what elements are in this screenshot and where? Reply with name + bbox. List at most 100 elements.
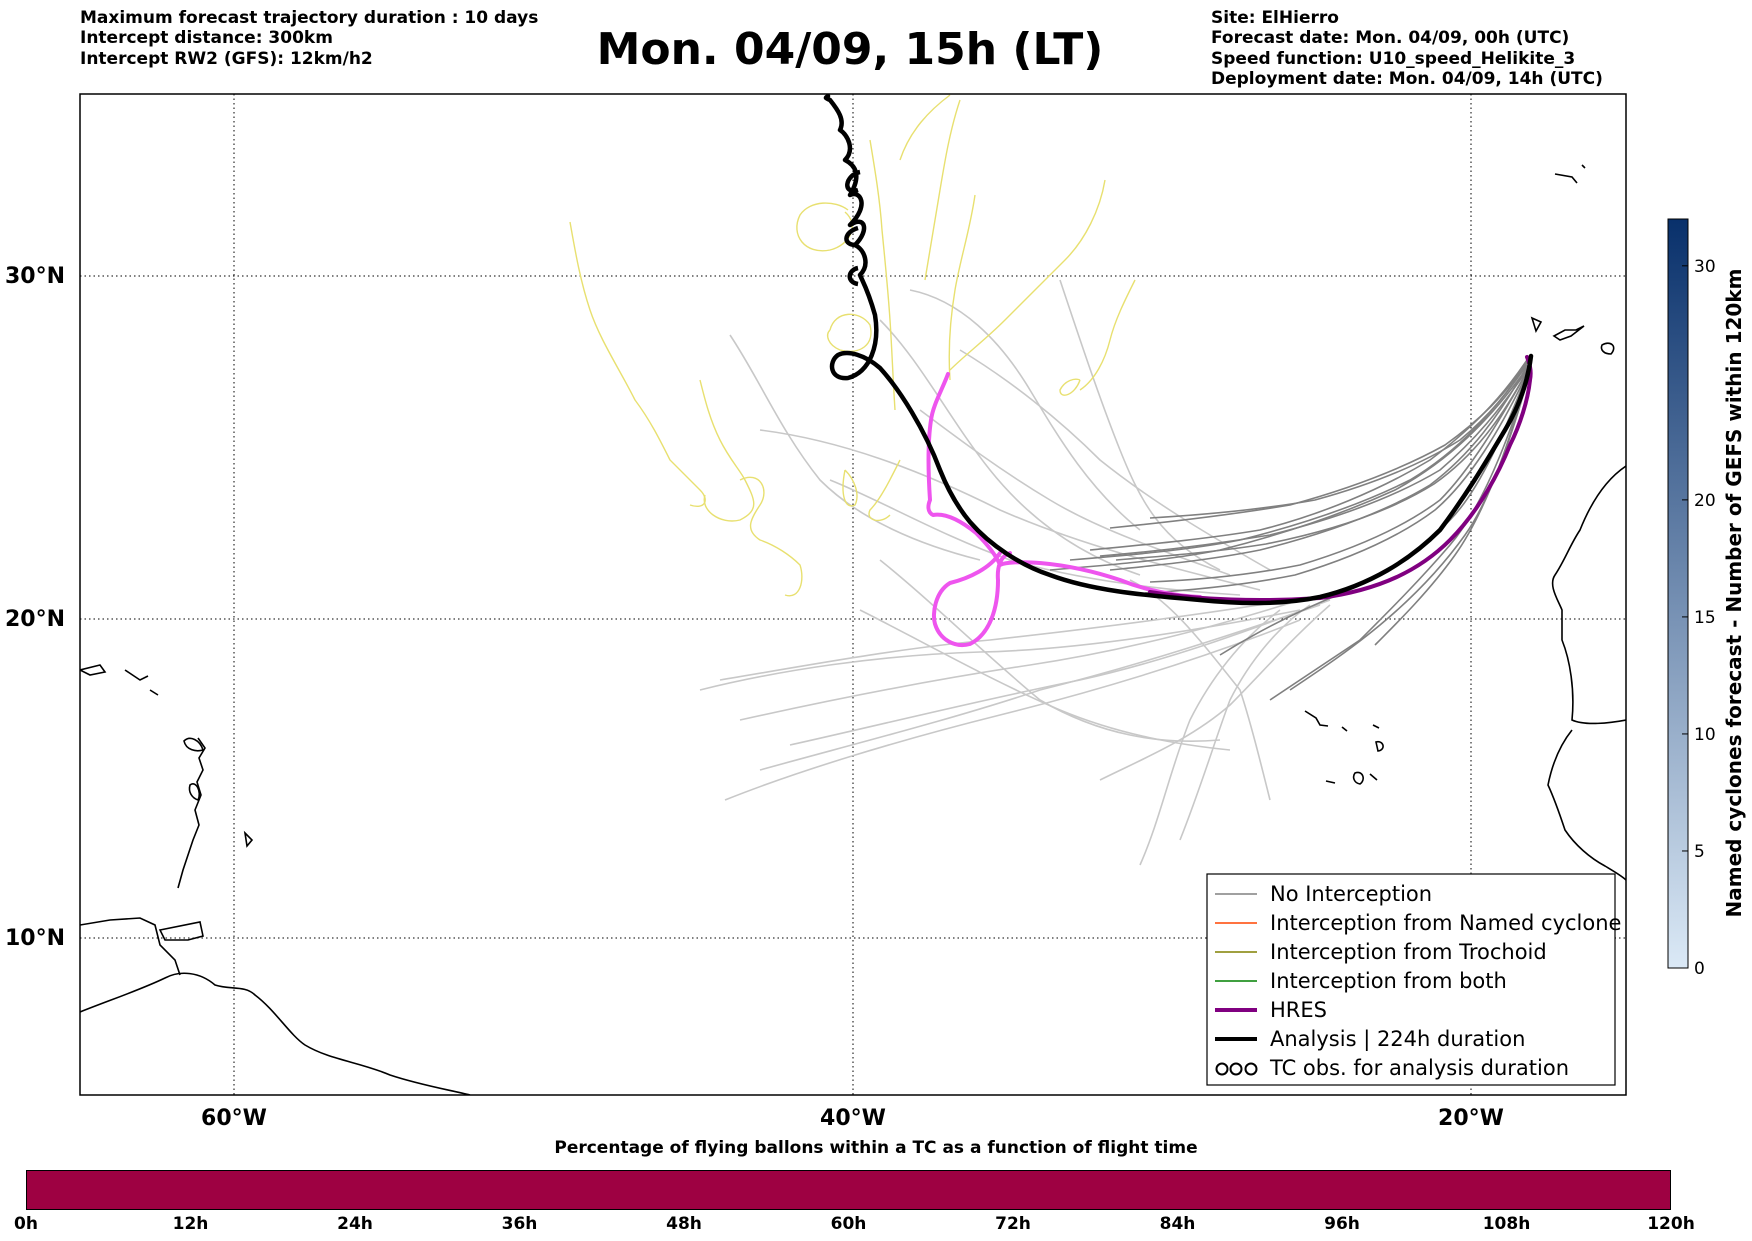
tc-obs-track	[796, 202, 853, 252]
colorbar-tick-label: 10	[1694, 725, 1716, 745]
cyclone-colorbar: 0 5 10 15 20 30 Named cyclones forecast - Num…	[1667, 218, 1746, 979]
bottom-bar-tick-label: 72h	[995, 1214, 1031, 1234]
canary-islands	[1530, 316, 1615, 355]
tc-obs-track	[739, 476, 803, 597]
tc-obs-track	[1059, 378, 1081, 396]
legend-item: Interception from Named cyclone	[1215, 911, 1621, 935]
analysis-loops	[844, 169, 861, 287]
tc-obs-track	[924, 99, 961, 281]
ensemble-track-far	[879, 319, 1141, 576]
legend-label: Interception from both	[1270, 969, 1507, 993]
tc-obs-loops-icon	[1215, 1062, 1258, 1076]
legend-item: Interception from both	[1215, 969, 1507, 993]
bottom-bar-tick-label: 60h	[830, 1214, 867, 1234]
deployment-date-text: Deployment date: Mon. 04/09, 14h (UTC)	[1211, 68, 1603, 89]
tc-obs-track	[869, 139, 896, 411]
legend-label: HRES	[1270, 998, 1327, 1022]
lat-label-10: 10°N	[5, 926, 65, 951]
bottom-bar-tick-label: 24h	[337, 1214, 373, 1234]
venezuela-coast	[80, 917, 181, 976]
no-interception-track	[1089, 359, 1528, 551]
colorbar-tick-label: 30	[1694, 257, 1716, 277]
bottom-bar-tick-label: 108h	[1482, 1214, 1531, 1234]
ensemble-trajectories-no-interception	[1049, 359, 1528, 701]
tc-obs-track	[827, 313, 872, 352]
no-interception-track	[1289, 377, 1528, 691]
tc-obs-track	[1079, 279, 1136, 391]
header-left-info: Maximum forecast trajectory duration : 1…	[80, 8, 538, 69]
legend-label: No Interception	[1270, 882, 1432, 906]
ensemble-track-far	[909, 289, 1141, 531]
martinique	[188, 783, 201, 801]
forecast-date-text: Forecast date: Mon. 04/09, 00h (UTC)	[1211, 28, 1570, 49]
tc-obs-track	[899, 94, 951, 161]
ensemble-track-far	[919, 409, 1231, 576]
tc-percentage-bar	[26, 1170, 1671, 1210]
trinidad-coast	[158, 921, 204, 941]
ensemble-track-far	[759, 604, 1321, 771]
legend: No Interception Interception from Named c…	[1206, 873, 1621, 1086]
hres-loop	[931, 551, 1012, 647]
guadeloupe	[183, 737, 204, 752]
colorbar-tick-label: 20	[1694, 491, 1716, 511]
barbados	[243, 830, 254, 848]
tc-obs-track	[699, 379, 755, 522]
intercept-rw2-text: Intercept RW2 (GFS): 12km/h2	[80, 48, 373, 69]
speed-function-text: Speed function: U10_speed_Helikite_3	[1211, 48, 1576, 69]
header-right-info: Site: ElHierro Forecast date: Mon. 04/09…	[1211, 8, 1603, 89]
no-interception-track	[1069, 364, 1528, 561]
bottom-bar-tick-label: 36h	[501, 1214, 538, 1234]
ensemble-track-far	[789, 599, 1331, 746]
intercept-distance-text: Intercept distance: 300km	[80, 28, 333, 49]
analysis-trajectory	[823, 94, 1534, 606]
bottom-bar-tick-label: 120h	[1647, 1214, 1695, 1234]
colorbar-fill	[1667, 218, 1689, 969]
ensemble-track-far	[879, 559, 1221, 742]
map-figure: 30°N 20°N 10°N 60°W 40°W 20°W No Interce…	[5, 93, 1746, 1130]
no-interception-track	[1374, 381, 1528, 646]
no-interception-track	[1149, 371, 1528, 583]
ensemble-track-far	[759, 429, 1261, 591]
hres-track-main	[1148, 355, 1533, 602]
ensemble-track-far	[859, 609, 1231, 751]
lon-label-20: 20°W	[1438, 1106, 1504, 1130]
tc-obs-track	[868, 459, 901, 522]
bottom-bar-tick-label: 84h	[1159, 1214, 1196, 1234]
no-interception-track	[1144, 373, 1528, 594]
tc-observation-tracks	[569, 94, 1136, 597]
bottom-bar-tick-label: 0h	[14, 1214, 38, 1234]
ensemble-track-far	[1139, 609, 1281, 866]
bottom-bar-tick-label: 48h	[666, 1214, 702, 1234]
no-interception-track	[1269, 379, 1528, 701]
ensemble-track-far	[829, 479, 1241, 596]
hres-track-highlight	[926, 372, 1202, 599]
legend-item: No Interception	[1215, 882, 1432, 906]
ensemble-track-far	[1099, 604, 1331, 781]
lat-label-30: 30°N	[5, 264, 65, 289]
bottom-bar-title: Percentage of flying ballons within a TC…	[554, 1138, 1198, 1158]
page-title: Mon. 04/09, 15h (LT)	[596, 24, 1104, 75]
ensemble-trajectories-far	[699, 279, 1331, 866]
no-interception-track	[1149, 362, 1528, 519]
colorbar-tick-label: 15	[1694, 608, 1716, 628]
ensemble-track-far	[1179, 604, 1311, 841]
no-interception-track	[1099, 369, 1528, 557]
colorbar-tick-label: 5	[1694, 842, 1705, 862]
no-interception-track	[1115, 370, 1528, 561]
legend-item: HRES	[1215, 998, 1327, 1022]
lon-label-60: 60°W	[201, 1106, 267, 1130]
hres-trajectory	[926, 355, 1533, 647]
ensemble-track-far	[729, 334, 981, 561]
ensemble-track-far	[1059, 279, 1221, 571]
puerto-rico	[80, 664, 107, 676]
ensemble-track-far	[719, 599, 1291, 681]
tc-obs-track	[842, 469, 858, 507]
colorbar-tick-label: 0	[1694, 959, 1705, 979]
tc-obs-track	[948, 194, 976, 381]
ensemble-track-far	[959, 349, 1271, 571]
ensemble-track-far	[724, 619, 1301, 801]
legend-label: Interception from Named cyclone	[1270, 911, 1621, 935]
legend-label: TC obs. for analysis duration	[1269, 1056, 1569, 1080]
virgin-islands	[124, 669, 159, 696]
tc-obs-track	[569, 221, 706, 507]
